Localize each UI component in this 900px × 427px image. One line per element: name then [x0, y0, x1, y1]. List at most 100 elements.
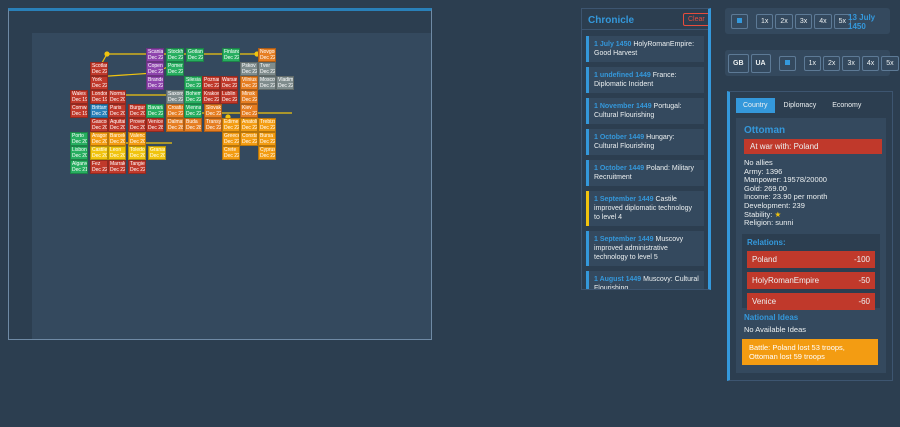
province[interactable]: Gotland Dec 22 [186, 48, 204, 62]
province[interactable]: Minsk Dec 22 [240, 90, 258, 104]
view-button[interactable]: UA [750, 54, 771, 73]
province[interactable]: NovgorodDec 22 [258, 48, 276, 62]
province[interactable]: Aragon Dec 20 [90, 132, 108, 146]
province[interactable]: Edirne Dec 22 [222, 118, 240, 132]
province-name: Marrakesh [110, 161, 126, 167]
province[interactable]: Wales Dec 19 [70, 90, 88, 104]
stability-label: Stability: [744, 209, 773, 219]
speed-button[interactable]: 1x [803, 56, 822, 71]
province[interactable]: Poznan Dec 22 [202, 76, 220, 90]
view-button[interactable]: GB [728, 54, 749, 73]
speed-button[interactable]: 5x [833, 14, 852, 29]
speed-button[interactable]: 5x [881, 56, 899, 71]
province-name: Bursa [260, 133, 274, 139]
province-date: Dec 20 [130, 139, 146, 145]
province[interactable]: Silesia Dec 22 [184, 76, 202, 90]
province[interactable]: GasconyDec 20 [90, 118, 108, 132]
entry-date: 1 undefined 1449 [594, 72, 651, 79]
province[interactable]: Finland Dec 22 [222, 48, 240, 62]
province[interactable]: Krakow Dec 22 [202, 90, 220, 104]
speed-button[interactable]: 1x [756, 14, 774, 29]
province[interactable]: Paris Dec 20 [108, 104, 126, 118]
province[interactable]: Crete Dec 22 [222, 146, 240, 160]
province[interactable]: Saxony Dec 22 [166, 90, 184, 104]
speed-button[interactable]: 2x [823, 56, 841, 71]
province[interactable]: TransylvaniaDec 22 [204, 118, 222, 132]
province[interactable]: ConstantinopleDec 22 [240, 132, 258, 146]
province[interactable]: VladimirDec 22 [276, 76, 294, 90]
province[interactable]: Lublin Dec 22 [220, 90, 238, 104]
tab[interactable]: Economy [825, 98, 869, 113]
province[interactable]: Algarve Dec 21 [70, 160, 88, 174]
speed-button[interactable]: 4x [861, 56, 880, 71]
province[interactable]: BohemiaDec 22 [184, 90, 202, 104]
province[interactable]: Porto Dec 20 [70, 132, 88, 146]
province-name: Paris [110, 105, 122, 111]
province[interactable]: Leon Dec 20 [108, 146, 126, 160]
pause-button[interactable] [731, 14, 748, 29]
province[interactable]: Castile Dec 20 [90, 146, 108, 160]
province-name: Edirne [224, 119, 239, 125]
province[interactable]: Cyprus Dec 22 [258, 146, 276, 160]
province[interactable]: CopenhagenDec 22 [146, 62, 164, 76]
province[interactable]: Lisbon Dec 20 [70, 146, 88, 160]
province[interactable]: MarrakeshDec 22 [108, 160, 126, 174]
province[interactable]: ValenciaDec 20 [128, 132, 146, 146]
province[interactable]: Toledo Dec 20 [128, 146, 146, 160]
battle-report: Battle: Poland lost 53 troops, Ottoman l… [742, 339, 878, 365]
province[interactable]: MoscowDec 22 [258, 76, 276, 90]
province[interactable]: Tangier Dec 22 [128, 160, 146, 174]
speed-button[interactable]: 4x [814, 14, 832, 29]
province[interactable]: BarcelonaDec 20 [108, 132, 126, 146]
province[interactable]: AnatoliaDec 22 [240, 118, 258, 132]
province[interactable]: Croatia Dec 22 [166, 104, 184, 118]
province[interactable]: ScotlandDec 22 [90, 62, 108, 76]
province[interactable]: Bavaria Dec 22 [146, 104, 164, 118]
province-date: Dec 22 [186, 83, 202, 89]
province[interactable]: GranadaDec 20 [148, 146, 166, 160]
province[interactable]: Buda Dec 28 [184, 118, 202, 132]
province[interactable]: CornwallDec 19 [70, 104, 88, 118]
tab[interactable]: Country [736, 98, 775, 113]
province[interactable]: Fez Dec 22 [90, 160, 108, 174]
province-name: Granada [150, 147, 165, 153]
province[interactable]: WarsawDec 22 [220, 76, 238, 90]
province[interactable]: Pskov Dec 22 [240, 62, 258, 76]
speed-button[interactable]: 3x [794, 14, 813, 29]
province[interactable]: SlovakiaDec 22 [204, 104, 222, 118]
stat: No allies [744, 158, 773, 167]
province[interactable]: BrandenburgDec 22 [146, 76, 164, 90]
clear-button[interactable]: Clear [683, 13, 708, 26]
speed-button[interactable]: 3x [842, 56, 860, 71]
province-date: Dec 22 [242, 125, 258, 131]
pause-button[interactable] [778, 56, 796, 71]
province-name: Bavaria [148, 105, 164, 111]
province[interactable]: Scania Dec 22 [146, 48, 164, 62]
province[interactable]: Bursa Dec 22 [258, 132, 276, 146]
province[interactable]: DalmatiaDec 28 [166, 118, 184, 132]
province[interactable]: TrebizondDec 22 [258, 118, 276, 132]
province-date: Dec 22 [186, 111, 202, 117]
province[interactable]: Vienna Dec 22 [184, 104, 202, 118]
province-name: Leon [110, 147, 122, 153]
province-date: Dec 20 [110, 97, 126, 103]
province[interactable]: AquitaineDec 20 [108, 118, 126, 132]
tab[interactable]: Diplomacy [776, 98, 824, 113]
province[interactable]: PomeraniaDec 22 [166, 62, 184, 76]
province[interactable]: ProvenceDec 20 [128, 118, 146, 132]
province[interactable]: NormandyDec 20 [108, 90, 126, 104]
province-name: Bohemia [186, 91, 202, 97]
province[interactable]: Tver Dec 22 [258, 62, 276, 76]
province[interactable]: Kiev Dec 22 [240, 104, 258, 118]
province[interactable]: York Dec 22 [90, 76, 108, 90]
province[interactable]: London Dec 19 [90, 90, 108, 104]
relation: HolyRomanEmpire -50 [747, 272, 875, 289]
province[interactable]: BurgundyDec 20 [128, 104, 146, 118]
province[interactable]: Greece Dec 22 [222, 132, 240, 146]
speed-button[interactable]: 2x [775, 14, 793, 29]
province[interactable]: Venice Dec 28 [146, 118, 164, 132]
province[interactable]: Vilnius Dec 22 [240, 76, 258, 90]
province[interactable]: StockholmDec 22 [166, 48, 184, 62]
province[interactable]: Brittany Dec 20 [90, 104, 108, 118]
